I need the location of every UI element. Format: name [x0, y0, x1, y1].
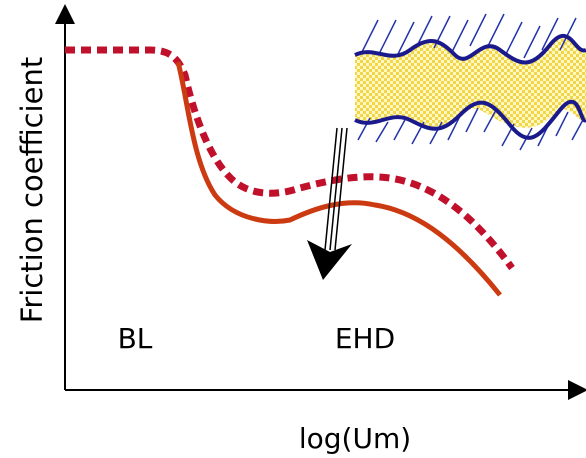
solid-curve — [175, 61, 502, 297]
region-label: EHD — [335, 322, 395, 355]
x-axis-label: log(Um) — [299, 422, 411, 455]
rough-surfaces — [354, 13, 586, 151]
dotted-curve — [65, 46, 515, 271]
y-axis-label: Friction coefficient — [15, 57, 49, 323]
region-label: BL — [118, 322, 153, 355]
reduction-arrow — [307, 127, 352, 280]
